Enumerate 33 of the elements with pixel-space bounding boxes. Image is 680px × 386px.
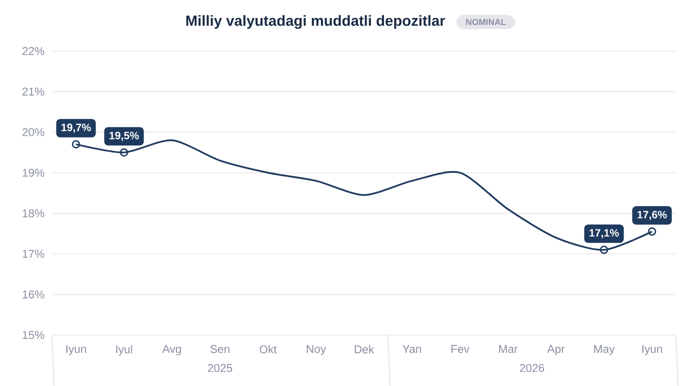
chart-subtitle: NOMINAL [466, 18, 506, 26]
data-label: 17,6% [638, 210, 667, 220]
y-tick-label: 17% [22, 250, 44, 258]
x-tick-label: May [594, 345, 615, 356]
x-tick-label: Dek [354, 345, 374, 354]
x-tick-label: Iyun [66, 345, 86, 356]
y-tick-label: 22% [22, 47, 44, 55]
x-tick-label: Avg [162, 345, 181, 356]
x-tick-label: Sen [210, 345, 230, 354]
x-tick-label: Noy [306, 345, 326, 356]
text: 2026 [520, 364, 544, 372]
x-tick-label: Iyun [642, 345, 662, 356]
x-tick-label: Iyul [116, 345, 132, 356]
data-label: 19,5% [110, 132, 139, 141]
x-tick-label: Fev [451, 345, 470, 353]
x-tick-label: Yan [402, 345, 421, 353]
x-tick-label: Mar [499, 345, 518, 353]
data-label: 17,1% [590, 229, 619, 238]
y-tick-label: 18% [22, 209, 44, 218]
x-tick-label: Okt [260, 345, 277, 354]
point [648, 227, 656, 236]
y-tick-label: 21% [22, 88, 44, 96]
y-tick-label: 20% [22, 128, 44, 136]
chart-title: Milliy valyutadagi muddatli depozitlar [186, 15, 446, 29]
y-tick-label: 15% [22, 331, 44, 339]
point [120, 148, 128, 157]
point [72, 140, 80, 148]
text: 2025 [208, 364, 232, 372]
x-tick-label: Apr [547, 345, 565, 356]
data-label: 19,7% [62, 124, 91, 133]
point [600, 246, 608, 254]
y-tick-label: 19% [22, 168, 44, 177]
y-tick-label: 16% [22, 290, 44, 298]
